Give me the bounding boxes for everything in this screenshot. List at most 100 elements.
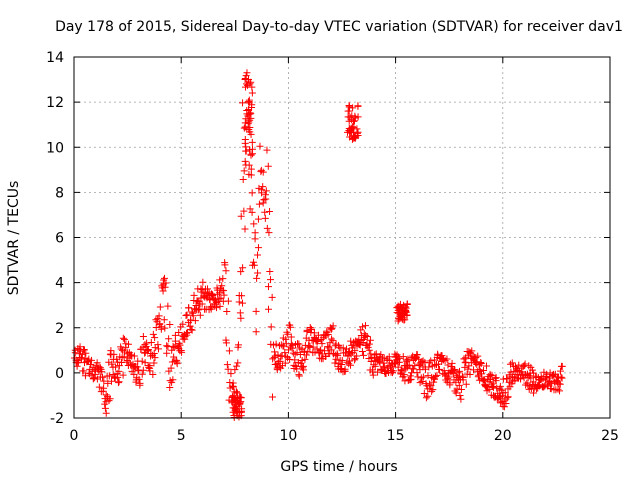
data-point xyxy=(480,367,488,375)
data-point xyxy=(424,392,432,400)
data-point xyxy=(101,404,109,412)
data-point xyxy=(351,114,359,122)
data-point xyxy=(187,325,195,333)
data-point xyxy=(233,388,241,396)
data-point xyxy=(238,292,246,300)
data-point xyxy=(443,355,451,363)
data-point xyxy=(215,295,223,303)
data-point xyxy=(248,189,256,197)
data-point xyxy=(95,383,103,391)
data-point xyxy=(275,363,283,371)
data-point xyxy=(167,364,175,372)
data-point xyxy=(328,335,336,343)
data-point xyxy=(508,359,516,367)
data-point xyxy=(425,363,433,371)
data-point xyxy=(457,395,465,403)
data-point xyxy=(369,371,377,379)
data-point xyxy=(102,409,110,417)
data-point xyxy=(105,372,113,380)
data-point xyxy=(418,358,426,366)
data-point xyxy=(248,83,256,91)
data-point xyxy=(444,361,452,369)
data-point xyxy=(477,359,485,367)
data-point xyxy=(287,333,295,341)
data-point xyxy=(163,349,171,357)
data-point xyxy=(248,89,256,97)
data-point xyxy=(474,352,482,360)
data-point xyxy=(236,393,244,401)
x-tick-label: 10 xyxy=(279,428,297,444)
data-point xyxy=(110,350,118,358)
data-point xyxy=(293,365,301,373)
data-point xyxy=(362,331,370,339)
data-point xyxy=(241,157,249,165)
data-point xyxy=(119,371,127,379)
data-point xyxy=(96,364,104,372)
y-tick-label: 2 xyxy=(55,321,64,337)
data-point xyxy=(395,358,403,366)
y-tick-label: -2 xyxy=(50,411,64,427)
data-point xyxy=(244,120,252,128)
data-point xyxy=(315,331,323,339)
data-point xyxy=(135,375,143,383)
data-point xyxy=(250,261,258,269)
data-point xyxy=(422,394,430,402)
data-point xyxy=(181,333,189,341)
data-point xyxy=(246,205,254,213)
data-point xyxy=(247,171,255,179)
data-point xyxy=(493,384,501,392)
data-point xyxy=(120,335,128,343)
data-point xyxy=(207,290,215,298)
data-point xyxy=(248,138,256,146)
data-point xyxy=(344,107,352,115)
data-point xyxy=(498,392,506,400)
data-point xyxy=(403,311,411,319)
data-point xyxy=(448,359,456,367)
data-point xyxy=(466,371,474,379)
data-point xyxy=(241,225,249,233)
data-point xyxy=(124,340,132,348)
data-point xyxy=(260,196,268,204)
data-point xyxy=(263,224,271,232)
data-point xyxy=(401,307,409,315)
data-point xyxy=(222,339,230,347)
data-point xyxy=(452,389,460,397)
data-point xyxy=(246,109,254,117)
data-point xyxy=(108,360,116,368)
data-point xyxy=(134,367,142,375)
data-point xyxy=(223,307,231,315)
data-point xyxy=(182,312,190,320)
data-point xyxy=(347,350,355,358)
data-point xyxy=(345,102,353,110)
data-point xyxy=(254,269,262,277)
data-point xyxy=(234,341,242,349)
data-point xyxy=(156,303,164,311)
data-point xyxy=(164,302,172,310)
x-tick-label: 15 xyxy=(387,428,405,444)
data-point xyxy=(246,124,254,132)
data-point xyxy=(245,161,253,169)
data-point xyxy=(327,325,335,333)
data-point xyxy=(115,367,123,375)
data-point xyxy=(503,375,511,383)
data-point xyxy=(245,110,253,118)
data-point xyxy=(139,366,147,374)
data-point xyxy=(444,375,452,383)
data-point xyxy=(244,98,252,106)
data-point xyxy=(117,345,125,353)
data-point xyxy=(492,374,500,382)
data-point xyxy=(364,343,372,351)
data-point xyxy=(247,130,255,138)
data-point xyxy=(187,316,195,324)
data-point xyxy=(191,317,199,325)
data-point xyxy=(528,366,536,374)
data-point xyxy=(155,312,163,320)
data-point xyxy=(229,383,237,391)
data-point xyxy=(162,279,170,287)
data-point xyxy=(353,352,361,360)
data-point xyxy=(307,326,315,334)
data-point xyxy=(395,305,403,313)
data-point xyxy=(407,375,415,383)
data-point xyxy=(399,353,407,361)
